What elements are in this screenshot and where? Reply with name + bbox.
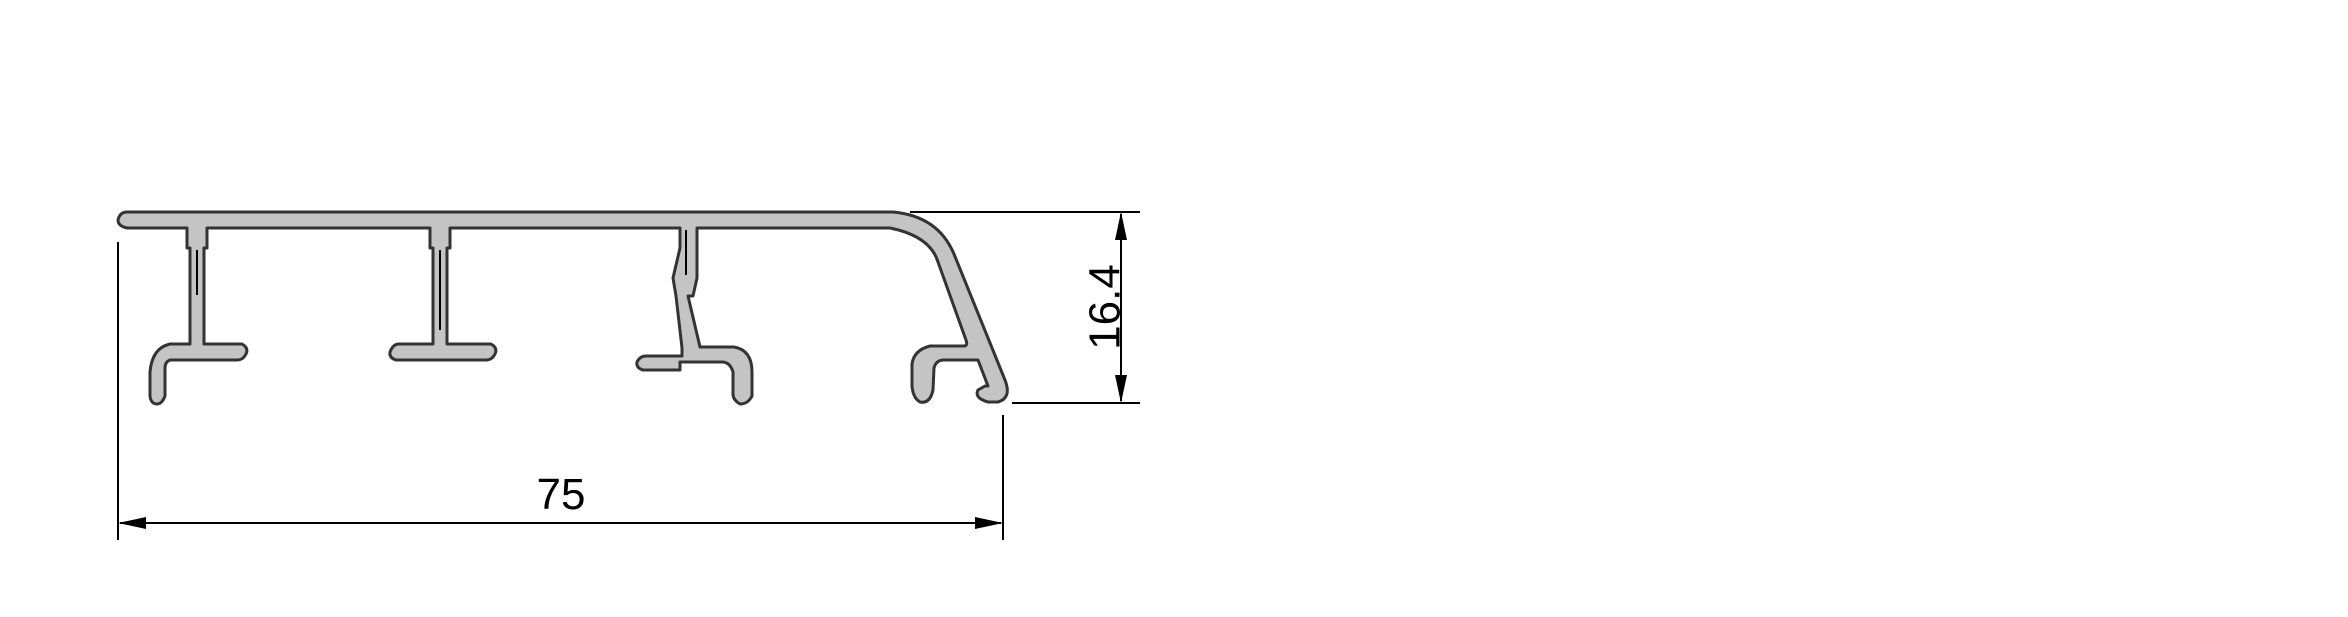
extrusion-profile	[116, 210, 1009, 406]
height-dimension: 16.4	[910, 211, 1140, 404]
arrowhead-right	[975, 517, 1003, 529]
arrowhead-left	[118, 517, 146, 529]
width-dimension: 75	[117, 242, 1004, 540]
height-label: 16.4	[1080, 264, 1129, 350]
leg-slits	[196, 230, 687, 330]
arrowhead-top	[1115, 212, 1127, 240]
profile-outline	[116, 210, 1009, 406]
arrowhead-bottom	[1115, 375, 1127, 403]
width-label: 75	[537, 470, 586, 519]
